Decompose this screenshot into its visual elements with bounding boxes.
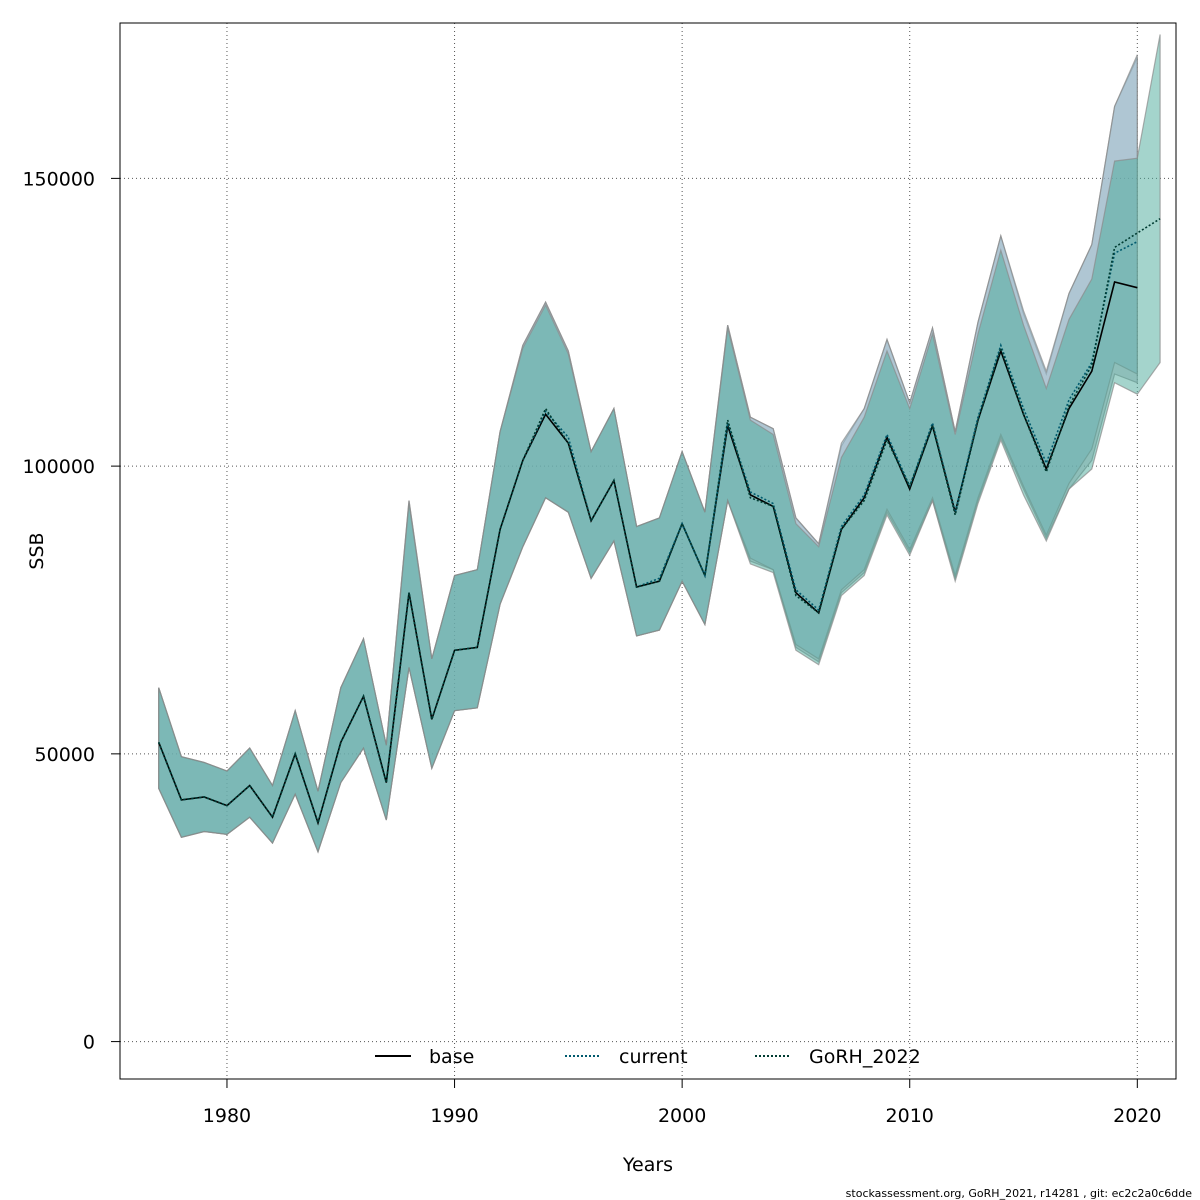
legend-label-base: base	[429, 1046, 474, 1068]
plot-frame	[119, 22, 1177, 1080]
footer-caption: stockassessment.org, GoRH_2021, r14281 ,…	[846, 1187, 1193, 1200]
legend: base current GoRH_2022	[375, 1046, 921, 1068]
x-tick-label: 2010	[886, 1105, 934, 1127]
x-axis-title: Years	[622, 1154, 673, 1176]
legend-label-gorh-2022: GoRH_2022	[809, 1046, 921, 1068]
line-gorh-2022	[157, 218, 1161, 826]
y-tick-label: 50000	[35, 744, 95, 766]
y-tick-label: 150000	[22, 168, 95, 190]
y-tick-label: 0	[83, 1032, 95, 1054]
y-axis-title: SSB	[26, 532, 48, 569]
y-tick-label: 100000	[22, 456, 95, 478]
legend-label-current: current	[619, 1046, 688, 1068]
x-tick-label: 1990	[430, 1105, 478, 1127]
series-lines	[157, 218, 1161, 826]
confidence-bands	[158, 34, 1161, 854]
x-tick-label: 2000	[658, 1105, 706, 1127]
band-gorh-2022	[158, 34, 1161, 854]
axis-ticks: 1980 1990 2000 2010 2020 0 50000 100000 150000	[22, 168, 1161, 1127]
x-tick-label: 1980	[203, 1105, 251, 1127]
x-tick-label: 2020	[1113, 1105, 1161, 1127]
